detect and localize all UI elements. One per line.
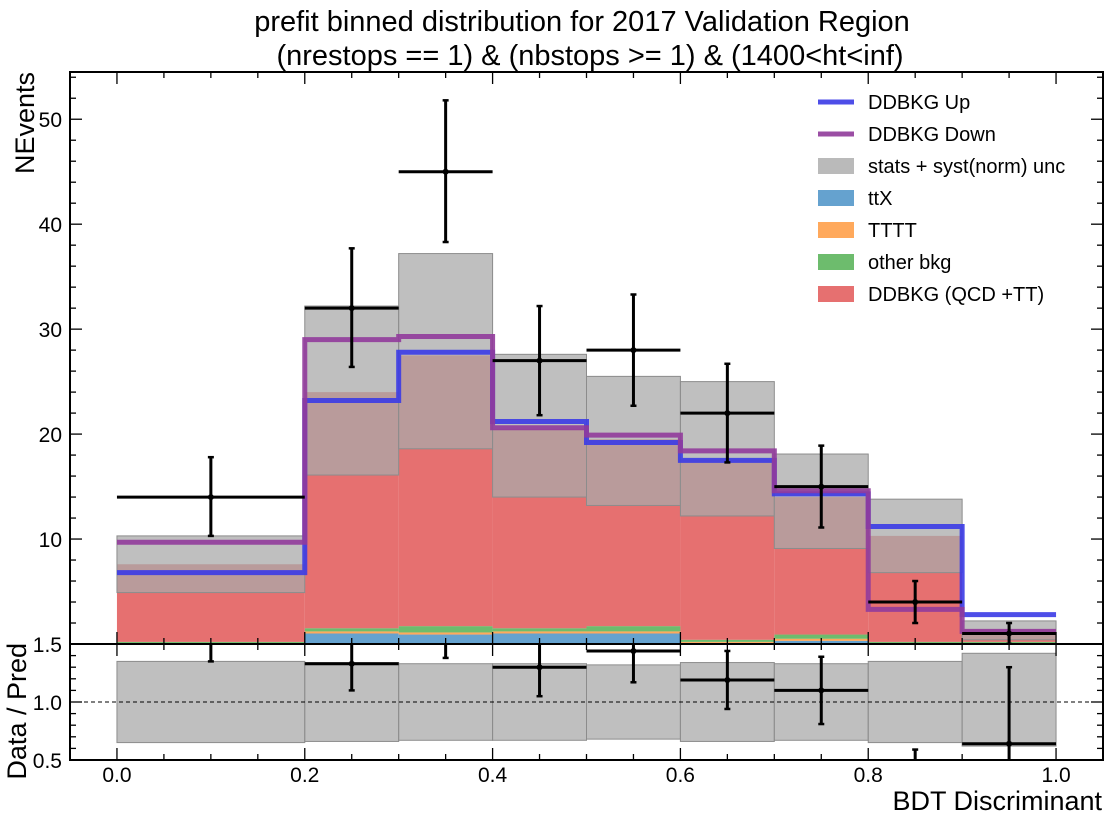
stack-bar-1-1: [304, 631, 399, 634]
data-point-2: [398, 99, 493, 244]
legend-label-1: DDBKG Down: [868, 124, 996, 146]
data-point-7: [868, 579, 963, 625]
ratio-point-0: [207, 644, 214, 663]
data-point-6: [774, 444, 869, 529]
stack-bar-2-2: [398, 626, 493, 633]
data-point-4: [586, 293, 681, 408]
stack-bar-1-4: [586, 631, 681, 634]
variation-line-1: [116, 333, 1057, 634]
data-point-8: [962, 621, 1057, 644]
ratio-point-5: [680, 649, 775, 711]
ratio-point-8: [962, 665, 1057, 760]
chart-subtitle: (nrestops == 1) & (nbstops >= 1) & (1400…: [276, 40, 903, 72]
legend-label-2: stats + syst(norm) unc: [868, 156, 1065, 178]
stack-bar-1-2: [398, 632, 493, 635]
legend-entry-0: DDBKG Up: [818, 92, 970, 114]
legend-entry-5: other bkg: [818, 252, 951, 274]
legend-label-4: TTTT: [868, 220, 917, 242]
x-tick-label-3: 0.6: [666, 764, 695, 787]
legend-entry-4: TTTT: [818, 220, 917, 242]
data-point-5: [680, 362, 775, 464]
data-point-3: [492, 304, 587, 417]
x-tick-label-4: 0.8: [854, 764, 883, 787]
legend-label-6: DDBKG (QCD +TT): [868, 284, 1044, 306]
data-point-1: [304, 247, 399, 369]
y-tick-label-4: 50: [39, 109, 62, 132]
y-tick-label-3: 40: [39, 214, 62, 237]
x-tick-label-1: 0.2: [290, 764, 319, 787]
data-point-0: [116, 455, 305, 538]
y-tick-label-1: 20: [39, 424, 62, 447]
legend-label-3: ttX: [868, 188, 892, 210]
ratio-point-6: [774, 655, 869, 726]
x-axis-label: BDT Discriminant: [892, 786, 1102, 816]
ratio-y-tick-label-1: 1.0: [33, 692, 62, 715]
legend-entry-3: ttX: [818, 188, 892, 210]
ratio-point-4: [586, 644, 681, 684]
stack-bar-2-4: [586, 626, 681, 632]
stack-bar-1-3: [492, 631, 587, 634]
legend-label-5: other bkg: [868, 252, 951, 274]
stack-bar-2-1: [304, 628, 399, 632]
ratio-y-tick-label-0: 0.5: [33, 750, 62, 773]
y-axis-label: NEvents: [10, 72, 40, 174]
x-tick-label-2: 0.4: [478, 764, 508, 787]
chart-title: prefit binned distribution for 2017 Vali…: [254, 6, 910, 38]
x-tick-label-0: 0.0: [102, 764, 131, 787]
y-tick-label-2: 30: [39, 319, 62, 342]
legend-label-0: DDBKG Up: [868, 92, 970, 114]
ratio-y-axis-label: Data / Pred: [2, 643, 32, 780]
stack-bar-2-3: [492, 628, 587, 632]
y-tick-label-0: 10: [39, 529, 62, 552]
uncertainty-band-7: [867, 498, 963, 574]
uncertainty-band-0: [116, 535, 306, 594]
ratio-y-tick-label-2: 1.5: [33, 634, 62, 657]
variation-line-0: [116, 349, 1057, 618]
legend-entry-2: stats + syst(norm) unc: [818, 156, 1065, 178]
legend-entry-1: DDBKG Down: [818, 124, 996, 146]
legend-entry-6: DDBKG (QCD +TT): [818, 284, 1044, 306]
x-tick-label-5: 1.0: [1041, 764, 1070, 787]
stack-bar-2-6: [774, 634, 869, 639]
